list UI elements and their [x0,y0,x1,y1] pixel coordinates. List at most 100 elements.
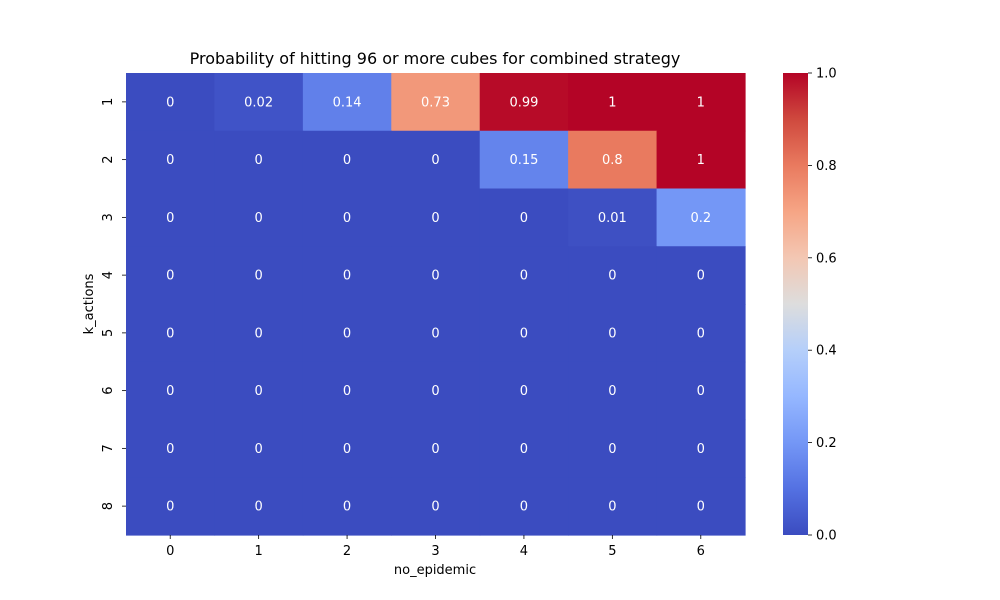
heatmap-cells [126,73,746,536]
cell-annotation: 0 [697,442,705,457]
cell-annotation: 0 [343,442,351,457]
heatmap-cell [126,361,216,421]
colorbar-ticks: 0.0 0.2 0.4 0.6 0.8 1.0 [808,67,837,544]
colorbar-tick-label: 0.2 [816,436,837,451]
heatmap-cell [568,246,658,305]
cell-annotation: 0.01 [598,211,627,226]
cell-annotation: 0 [608,442,616,457]
cell-annotations: 0 0.02 0.14 0.73 0.99 1 1 0 0 0 0 0.15 0.8 1 0 0 0 0 0 0.01… [166,95,711,514]
heatmap-cell [479,130,569,190]
colorbar-tick-label: 0.6 [816,251,837,266]
x-tick-label: 0 [166,544,174,559]
cell-annotation: 0 [520,500,528,515]
x-tick-label: 6 [697,544,705,559]
heatmap-cell [656,304,746,363]
heatmap-cell [656,361,746,421]
heatmap-cell [391,304,481,363]
y-tick-label: 8 [101,502,116,510]
chart-title: Probability of hitting 96 or more cubes … [190,49,681,68]
heatmap-cell [656,73,746,132]
heatmap-cell [568,73,658,132]
heatmap-cell [126,419,216,478]
heatmap-cell [214,361,304,421]
x-axis-ticks: 0 1 2 3 4 5 6 [166,535,705,559]
cell-annotation: 1 [697,95,705,110]
cell-annotation: 0 [254,153,262,168]
cell-annotation: 0 [697,269,705,284]
cell-annotation: 0.14 [333,95,362,110]
heatmap-cell [302,361,392,421]
heatmap-cell [302,73,392,132]
heatmap-cell [479,73,569,132]
heatmap-cell [302,419,392,478]
heatmap-cell [214,130,304,190]
cell-annotation: 0.02 [244,95,273,110]
cell-annotation: 0 [431,500,439,515]
heatmap-cell [126,188,216,247]
heatmap-cell [568,361,658,421]
cell-annotation: 0 [343,211,351,226]
heatmap-cell [656,246,746,305]
cell-annotation: 0 [697,326,705,341]
x-tick-label: 1 [255,544,263,559]
cell-annotation: 0 [254,442,262,457]
colorbar-tick-label: 0.4 [816,344,837,359]
heatmap-cell [302,304,392,363]
heatmap-cell [479,246,569,305]
cell-annotation: 0 [431,153,439,168]
x-tick-label: 3 [431,544,439,559]
cell-annotation: 0 [520,211,528,226]
heatmap-cell [479,304,569,363]
cell-annotation: 0.73 [421,95,450,110]
heatmap-cell [656,419,746,478]
heatmap-cell [391,477,481,536]
x-axis-label: no_epidemic [394,563,476,578]
y-tick-label: 3 [101,213,116,221]
cell-annotation: 0 [254,269,262,284]
heatmap-cell [214,304,304,363]
heatmap-cell [568,477,658,536]
cell-annotation: 0 [608,500,616,515]
cell-annotation: 0 [166,500,174,515]
heatmap-cell [391,188,481,247]
cell-annotation: 1 [608,95,616,110]
x-tick-label: 4 [520,544,528,559]
heatmap-cell [479,477,569,536]
heatmap-cell [391,130,481,190]
heatmap-cell [391,246,481,305]
colorbar-tick-label: 1.0 [816,67,837,82]
cell-annotation: 0 [608,269,616,284]
heatmap-cell [214,246,304,305]
y-tick-label: 1 [101,98,116,106]
cell-annotation: 0 [431,442,439,457]
heatmap-cell [479,188,569,247]
y-axis-label: k_actions [82,273,97,334]
y-tick-label: 6 [101,386,116,394]
heatmap-cell [126,73,216,132]
cell-annotation: 0.99 [509,95,538,110]
cell-annotation: 0 [343,269,351,284]
cell-annotation: 0.15 [509,153,538,168]
cell-annotation: 0 [431,384,439,399]
cell-annotation: 0 [608,384,616,399]
y-tick-label: 7 [101,444,116,452]
heatmap-cell [568,304,658,363]
cell-annotation: 0 [520,326,528,341]
cell-annotation: 0 [697,384,705,399]
heatmap-cell [568,188,658,247]
cell-annotation: 0 [343,326,351,341]
heatmap-cell [656,477,746,536]
cell-annotation: 0 [166,211,174,226]
cell-annotation: 0 [520,442,528,457]
heatmap-cell [214,188,304,247]
heatmap-cell [568,419,658,478]
heatmap-cell [391,73,481,132]
colorbar-tick-label: 0.0 [816,529,837,544]
heatmap-cell [214,419,304,478]
cell-annotation: 0 [520,384,528,399]
cell-annotation: 0.8 [602,153,623,168]
heatmap-cell [656,130,746,190]
heatmap-cell [391,361,481,421]
heatmap-cell [302,477,392,536]
